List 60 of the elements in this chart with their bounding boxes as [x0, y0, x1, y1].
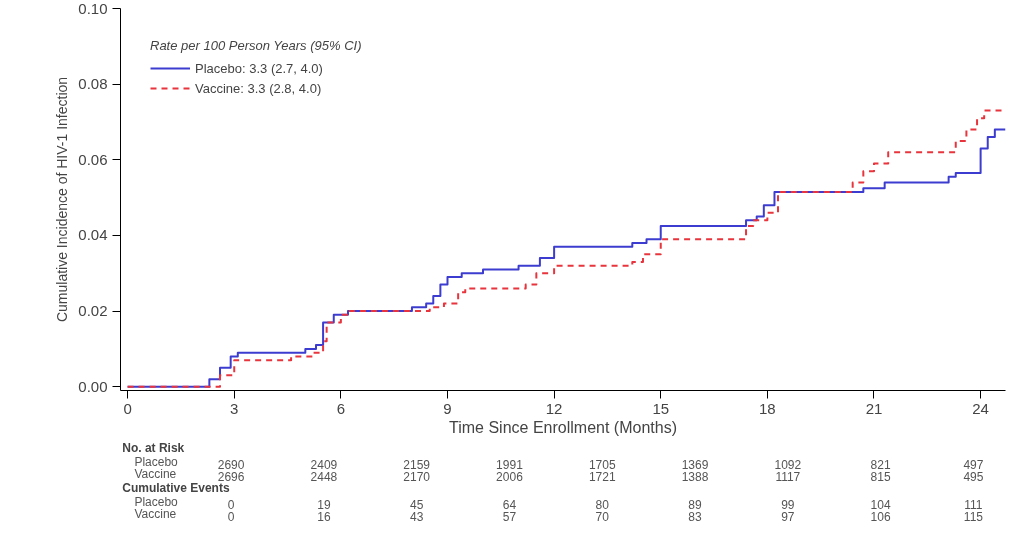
- y-tick-label: 0.08: [78, 75, 108, 93]
- text: 106: [870, 509, 891, 524]
- text: 115: [963, 509, 984, 524]
- text: 1369: [681, 457, 709, 472]
- y-axis-title: Cumulative Incidence of HIV-1 Infection: [54, 76, 71, 323]
- text: 97: [781, 509, 795, 524]
- text: 111: [964, 497, 983, 512]
- text: 64: [502, 497, 517, 512]
- text: 2448: [310, 469, 338, 484]
- text: Placebo: [134, 454, 179, 469]
- text: 0: [227, 509, 235, 524]
- text: 1117: [775, 469, 801, 484]
- x-tick-label: 3: [230, 399, 239, 417]
- text: 1991: [496, 457, 524, 472]
- x-tick-label: 6: [336, 399, 346, 417]
- text: 89: [688, 497, 703, 512]
- text: No. at Risk: [122, 440, 185, 455]
- text: 2159: [403, 457, 431, 472]
- x-tick-label: 21: [865, 399, 883, 417]
- text: 2006: [496, 469, 524, 484]
- legend-title: Rate per 100 Person Years (95% CI): [150, 38, 362, 53]
- text: 1721: [588, 469, 616, 484]
- y-tick-label: 0.02: [78, 302, 108, 320]
- text: 45: [410, 497, 424, 512]
- text: 821: [870, 457, 891, 472]
- text: Vaccine: [134, 506, 177, 521]
- text: 16: [317, 509, 331, 524]
- x-tick-label: 12: [545, 399, 563, 417]
- text: 2690: [217, 457, 245, 472]
- y-tick-label: 0.00: [78, 377, 108, 395]
- text: 495: [963, 469, 984, 484]
- text: 70: [595, 509, 610, 524]
- text: 1705: [588, 457, 616, 472]
- legend-label: Vaccine: 3.3 (2.8, 4.0): [195, 80, 322, 96]
- text: 2170: [403, 469, 431, 484]
- text: Placebo: [134, 494, 179, 509]
- x-tick-label: 24: [972, 399, 989, 417]
- text: 57: [502, 509, 517, 524]
- text: 2409: [310, 457, 338, 472]
- text: Vaccine: [134, 466, 177, 481]
- text: 19: [317, 497, 331, 512]
- y-tick-label: 0.06: [78, 150, 108, 168]
- text: 104: [870, 497, 891, 512]
- text: 83: [688, 509, 703, 524]
- text: 1388: [681, 469, 709, 484]
- text: 43: [410, 509, 424, 524]
- x-axis-title: Time Since Enrollment (Months): [449, 418, 677, 436]
- x-tick-label: 18: [759, 399, 776, 417]
- x-tick-label: 15: [652, 399, 670, 417]
- y-tick-label: 0.10: [78, 0, 108, 17]
- x-tick-label: 9: [443, 399, 452, 417]
- text: 497: [963, 457, 984, 472]
- text: 0: [227, 497, 235, 512]
- text: 815: [870, 469, 891, 484]
- legend-label: Placebo: 3.3 (2.7, 4.0): [195, 60, 323, 76]
- text: 80: [595, 497, 610, 512]
- x-tick-label: 0: [123, 399, 132, 417]
- y-tick-label: 0.04: [78, 226, 108, 244]
- text: 99: [781, 497, 795, 512]
- text: 1092: [774, 457, 802, 472]
